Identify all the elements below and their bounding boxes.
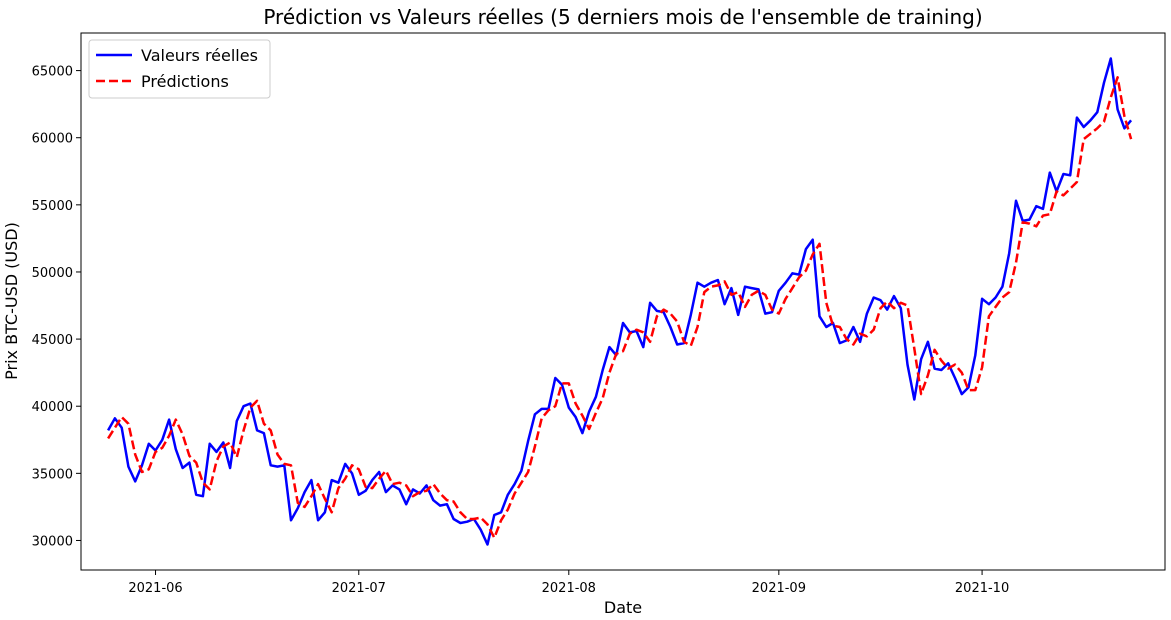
legend-box [88,39,271,99]
y-tick-label: 65000 [32,65,73,80]
y-tick-label: 60000 [32,132,73,147]
legend: Valeurs réelles Prédictions [88,39,271,99]
y-tick-label: 50000 [32,266,73,281]
y-axis-label: Prix BTC-USD (USD) [2,222,21,380]
y-tick-label: 30000 [32,534,73,549]
y-tick-label: 40000 [32,400,73,415]
chart-title: Prédiction vs Valeurs réelles (5 dernier… [263,5,982,29]
y-tick-label: 45000 [32,333,73,348]
y-tick-label: 35000 [32,467,73,482]
legend-label-predictions: Prédictions [141,72,229,91]
x-tick-label: 2021-09 [752,581,806,596]
x-axis: 2021-06 2021-07 2021-08 2021-09 2021-10 [128,570,1009,596]
x-tick-label: 2021-10 [955,581,1009,596]
plot-frame [80,32,1166,571]
x-tick-label: 2021-07 [332,581,386,596]
y-tick-label: 55000 [32,199,73,214]
series-layer [107,57,1133,546]
y-axis: 30000 35000 40000 45000 50000 55000 60000 65000 [32,65,81,549]
x-tick-label: 2021-06 [128,581,182,596]
legend-label-actual: Valeurs réelles [141,46,258,65]
x-axis-label: Date [604,598,642,617]
x-tick-label: 2021-08 [542,581,596,596]
series-line-actual [107,57,1133,546]
series-line-predictions [107,76,1133,540]
